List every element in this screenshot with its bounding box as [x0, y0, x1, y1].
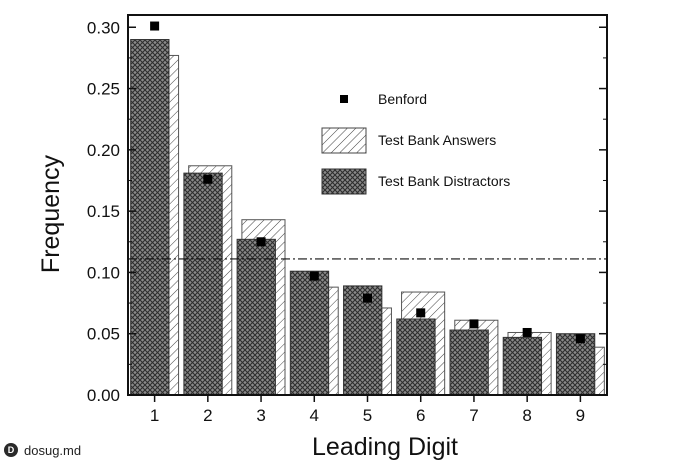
benford-point-2 — [203, 174, 213, 184]
x-tick-label: 5 — [363, 406, 372, 425]
legend-label-benford: Benford — [378, 91, 427, 107]
benford-point-4 — [309, 271, 319, 281]
benford-point-6 — [416, 308, 426, 318]
y-tick-label: 0.25 — [87, 80, 120, 99]
x-tick-label: 1 — [150, 406, 159, 425]
y-tick-label: 0.00 — [87, 386, 120, 405]
y-tick-label: 0.20 — [87, 141, 120, 160]
benford-point-7 — [469, 319, 479, 329]
legend-label-answers: Test Bank Answers — [378, 132, 496, 148]
distractors-bar-1 — [130, 39, 170, 396]
y-axis-title: Frequency — [37, 154, 65, 273]
distractors-bar-3 — [236, 238, 276, 396]
benford-point-9 — [575, 334, 585, 344]
distractors-bar-8 — [502, 336, 543, 396]
watermark: D dosug.md — [4, 439, 81, 461]
x-tick-label: 9 — [576, 406, 585, 425]
distractors-bar-9 — [555, 333, 596, 396]
y-tick-label: 0.05 — [87, 325, 120, 344]
benford-point-8 — [522, 327, 532, 337]
legend-swatch-distractors — [321, 168, 367, 195]
x-tick-label: 8 — [522, 406, 531, 425]
legend-swatch-answers — [321, 127, 367, 154]
distractors-bar-6 — [396, 318, 436, 396]
y-tick-label: 0.10 — [87, 263, 120, 282]
x-axis-title: Leading Digit — [312, 433, 458, 461]
dosug-logo-icon: D — [4, 443, 18, 457]
distractors-bar-2 — [183, 172, 223, 396]
benford-point-1 — [150, 21, 160, 31]
y-tick-label: 0.15 — [87, 202, 120, 221]
x-tick-label: 3 — [256, 406, 265, 425]
x-tick-label: 6 — [416, 406, 425, 425]
y-tick-label: 0.30 — [87, 18, 120, 37]
legend: Benford Test Bank Answers Test Bank Dist… — [321, 91, 510, 195]
distractors-bar-5 — [343, 285, 383, 396]
benford-point-5 — [363, 293, 372, 303]
x-tick-label: 2 — [203, 406, 212, 425]
x-tick-label: 4 — [310, 406, 319, 425]
benford-point-3 — [256, 237, 266, 247]
legend-label-distractors: Test Bank Distractors — [378, 173, 510, 189]
x-tick-label: 7 — [469, 406, 478, 425]
legend-swatch-benford — [340, 95, 348, 103]
watermark-text: dosug.md — [24, 442, 82, 458]
distractors-bar-7 — [449, 329, 489, 396]
distractors-bar-4 — [289, 270, 330, 396]
